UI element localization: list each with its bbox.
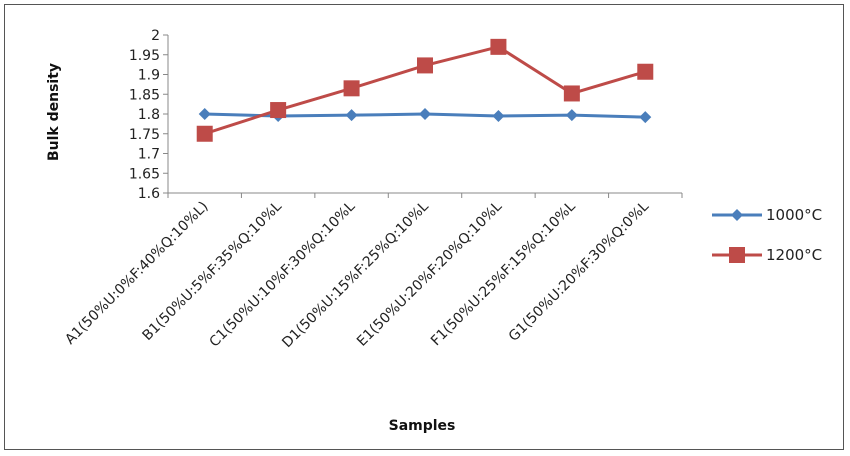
legend-marker (729, 247, 745, 263)
legend-label: 1200°C (766, 246, 822, 264)
chart-frame (4, 4, 844, 450)
x-tick-label: B1(50%U:5%F:35%Q:10%L (140, 198, 286, 344)
y-tick-label: 1.9 (138, 68, 160, 84)
data-point (490, 38, 507, 55)
data-point (198, 108, 211, 120)
y-tick-label: 2 (151, 28, 160, 44)
y-axis-title: Bulk density (46, 63, 62, 161)
data-point (345, 109, 358, 122)
legend-marker (731, 209, 743, 221)
x-tick-label: D1(50%U:15%F:25%Q:10%L (279, 198, 432, 351)
y-tick-label: 1.6 (138, 186, 160, 202)
legend-label: 1000°C (766, 206, 822, 224)
data-point (419, 108, 431, 120)
data-point (492, 109, 505, 122)
y-tick-label: 1.7 (138, 147, 160, 163)
x-tick-label: A1(50%U:0%F:40%Q:10%L) (62, 199, 211, 348)
plot-area: 1.6 1.65 1.7 1.75 1.8 1.85 1.9 1.95 2 A1(50%U:0%F… (62, 28, 683, 351)
y-tick-label: 1.85 (129, 87, 160, 103)
data-point (565, 109, 578, 122)
x-tick-label: C1(50%U:10%F:30%Q:10%L (207, 198, 359, 350)
x-axis-title: Samples (389, 418, 456, 434)
data-point (196, 125, 213, 142)
data-point (343, 80, 360, 97)
x-tick-label: F1(50%U:25%F:15%Q:10%L (428, 198, 579, 349)
y-tick-label: 1.8 (138, 107, 160, 123)
y-tick-label: 1.65 (129, 166, 160, 182)
x-tick-label: E1(50%U:20%F:20%Q:10%L (354, 198, 505, 349)
y-tick-label: 1.75 (129, 127, 160, 143)
legend: 1000°C 1200°C (712, 206, 822, 264)
data-point (417, 57, 433, 74)
x-tick-label: G1(50%U:20%F:30%Q:0%L (506, 198, 652, 344)
data-point (639, 111, 652, 124)
data-point (563, 85, 580, 102)
data-point (270, 102, 287, 119)
y-tick-label: 1.95 (129, 48, 160, 64)
data-point (637, 63, 654, 80)
